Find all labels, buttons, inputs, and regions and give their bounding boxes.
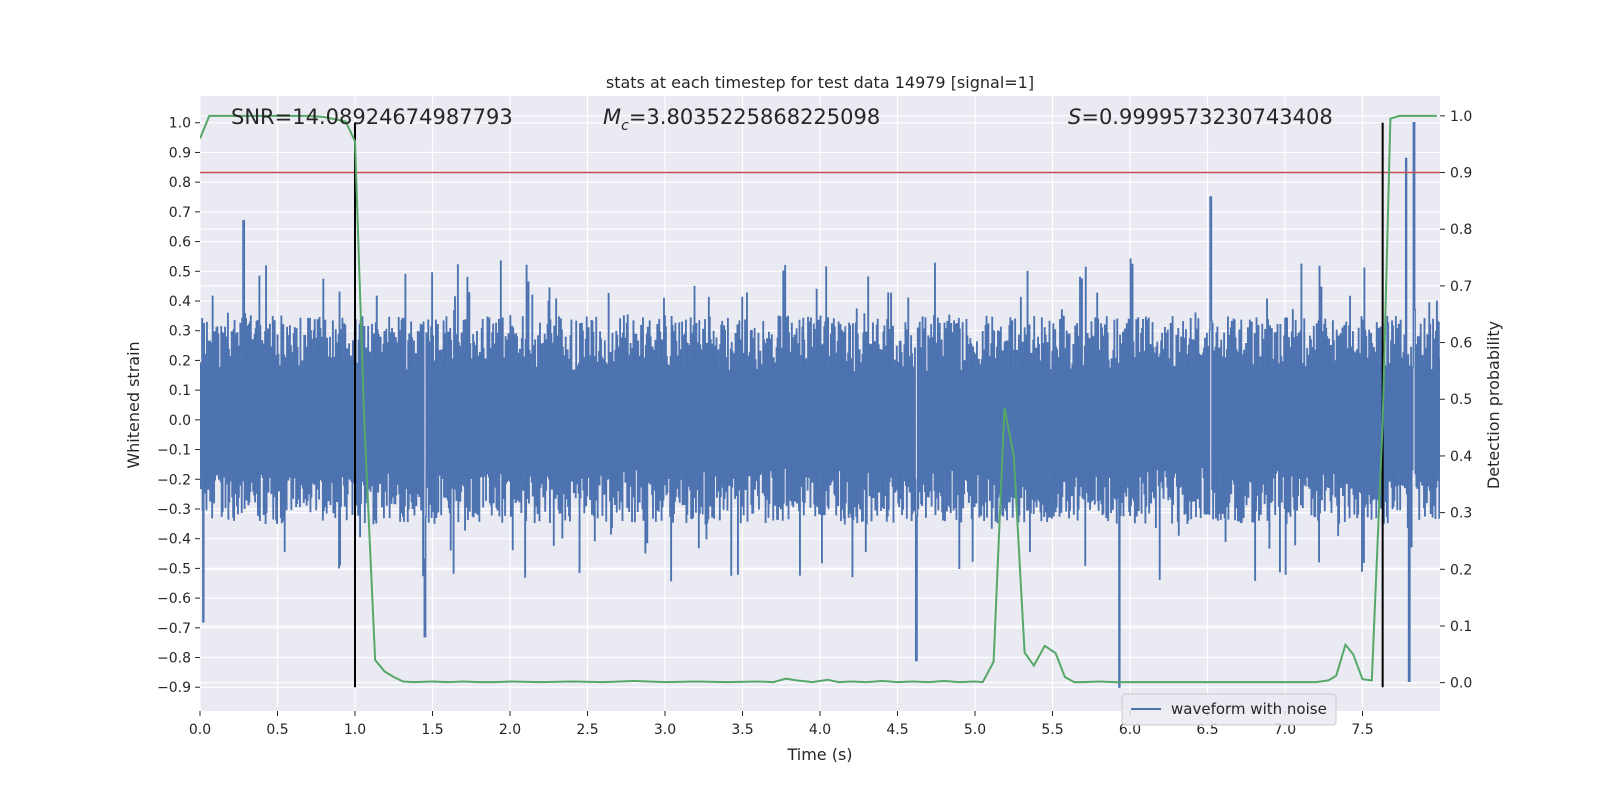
chirp-mass-annotation: Mc=3.8035225868225098 [603, 105, 880, 134]
y-tick-label: 0.1 [169, 383, 191, 399]
waveform-series [200, 122, 1440, 688]
x-tick-label: 0.0 [189, 722, 211, 738]
x-tick-label: 5.0 [964, 722, 986, 738]
detection-probability-line [200, 114, 1437, 684]
x-tick-label: 0.5 [266, 722, 288, 738]
y2-tick-label: 0.9 [1450, 166, 1472, 182]
x-tick-label: 2.5 [576, 722, 598, 738]
x-tick-label: 4.5 [886, 722, 908, 738]
y2-tick-label: 0.3 [1450, 506, 1472, 522]
y-tick-label: −0.2 [157, 472, 191, 488]
y2-tick-label: 0.5 [1450, 392, 1472, 408]
y-tick-label: −0.4 [157, 532, 191, 548]
y-tick-label: −0.3 [157, 502, 191, 518]
y-tick-label: 0.4 [169, 294, 191, 310]
y-tick-label: −0.7 [157, 621, 191, 637]
y2-tick-label: 0.8 [1450, 222, 1472, 238]
y-tick-label: −0.6 [157, 591, 191, 607]
x-tick-label: 1.5 [421, 722, 443, 738]
x-axis-label: Time (s) [786, 745, 852, 764]
y-tick-label: 0.8 [169, 175, 191, 191]
y2-tick-label: 0.1 [1450, 619, 1472, 635]
y-tick-label: 0.2 [169, 353, 191, 369]
y-tick-label: 0.7 [169, 205, 191, 221]
y-tick-label: −0.9 [157, 680, 191, 696]
x-tick-label: 4.0 [809, 722, 831, 738]
x-tick-label: 7.5 [1351, 722, 1373, 738]
y2-tick-label: 0.2 [1450, 562, 1472, 578]
overlay [200, 114, 1440, 688]
x-tick-label: 3.5 [731, 722, 753, 738]
x-tick-label: 1.0 [344, 722, 366, 738]
statistic-value: =0.9999573230743408 [1081, 105, 1332, 129]
y-tick-label: −0.5 [157, 561, 191, 577]
y-tick-label: 0.3 [169, 324, 191, 340]
legend: waveform with noise [1121, 693, 1337, 726]
statistic-symbol: S [1068, 105, 1081, 129]
snr-annotation: SNR=14.08924674987793 [231, 105, 513, 129]
chirp-mass-subscript: c [621, 118, 629, 134]
legend-waveform-label: waveform with noise [1171, 700, 1327, 718]
y2-tick-label: 0.4 [1450, 449, 1472, 465]
x-tick-label: 5.5 [1041, 722, 1063, 738]
y-tick-label: 0.0 [169, 413, 191, 429]
axes: 0.0 0.5 1.0 1.5 2.0 2.5 3.0 3.5 4.0 4.5 5.0 5.5 6.0 6… [157, 109, 1472, 738]
y-axis-label: Whitened strain [124, 341, 143, 468]
waveform-line [200, 122, 1440, 688]
y-tick-label: 1.0 [169, 116, 191, 132]
x-tick-label: 7.0 [1274, 722, 1296, 738]
chart-title: stats at each timestep for test data 149… [606, 73, 1034, 92]
y2-axis-label: Detection probability [1484, 321, 1503, 489]
x-tick-label: 6.5 [1196, 722, 1218, 738]
y2-tick-label: 0.0 [1450, 676, 1472, 692]
y-tick-label: 0.9 [169, 145, 191, 161]
x-tick-label: 6.0 [1119, 722, 1141, 738]
x-tick-label: 3.0 [654, 722, 676, 738]
y-tick-label: 0.6 [169, 235, 191, 251]
chirp-mass-value: =3.8035225868225098 [629, 105, 880, 129]
chirp-mass-symbol: M [603, 105, 621, 129]
y2-tick-label: 1.0 [1450, 109, 1472, 125]
statistic-annotation: S=0.9999573230743408 [1068, 105, 1333, 129]
y-tick-label: −0.8 [157, 651, 191, 667]
y2-tick-label: 0.6 [1450, 336, 1472, 352]
y2-tick-label: 0.7 [1450, 279, 1472, 295]
x-tick-label: 2.0 [499, 722, 521, 738]
legend-box [1121, 693, 1337, 726]
y-tick-label: 0.5 [169, 264, 191, 280]
y-tick-label: −0.1 [157, 443, 191, 459]
